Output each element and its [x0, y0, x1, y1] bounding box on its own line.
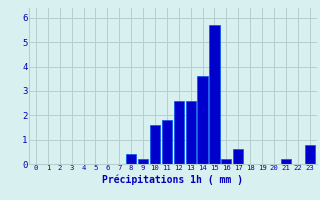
Bar [197, 76, 208, 164]
Bar [138, 159, 148, 164]
Bar [150, 125, 160, 164]
Bar [233, 149, 243, 164]
Bar [186, 101, 196, 164]
Bar [209, 25, 220, 164]
Bar [126, 154, 136, 164]
Bar [281, 159, 291, 164]
Bar [162, 120, 172, 164]
Bar [221, 159, 231, 164]
Bar [174, 101, 184, 164]
X-axis label: Précipitations 1h ( mm ): Précipitations 1h ( mm ) [102, 174, 243, 185]
Bar [305, 144, 315, 164]
